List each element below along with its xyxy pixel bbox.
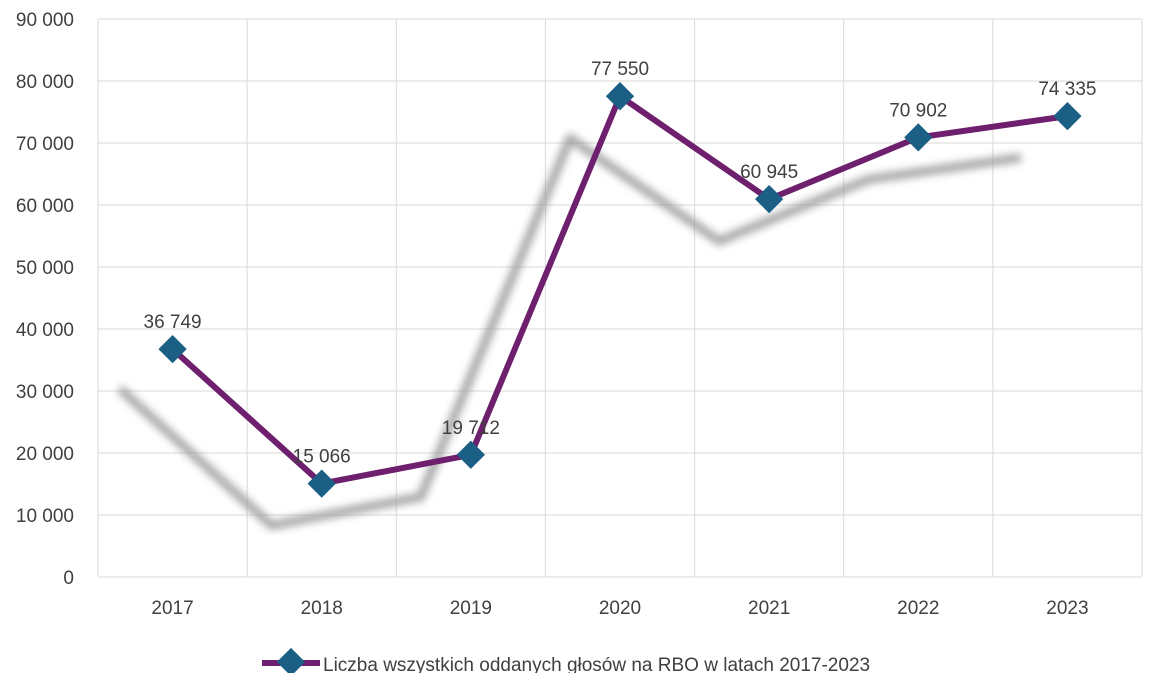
x-tick-label: 2023: [1046, 598, 1088, 619]
legend: Liczba wszystkich oddanych głosów na RBO…: [262, 647, 870, 673]
series: [158, 82, 1082, 498]
y-tick-label: 80 000: [16, 72, 74, 93]
series-shadow-line: [118, 133, 1022, 531]
x-tick-label: 2018: [301, 598, 343, 619]
x-axis: 2017 2018 2019 2020 2021 2022 2023: [151, 598, 1088, 619]
data-point-marker: [307, 469, 336, 498]
y-axis: 0 10 000 20 000 30 000 40 000 50 000 60 000 70 …: [16, 10, 74, 589]
y-tick-label: 20 000: [16, 444, 74, 465]
y-tick-label: 50 000: [16, 258, 74, 279]
series-shadow: [118, 133, 1022, 531]
x-tick-label: 2021: [748, 598, 790, 619]
legend-entry: Liczba wszystkich oddanych głosów na RBO…: [323, 655, 870, 673]
data-labels: 36 749 15 066 19 712 77 550 60 945 70 902 74 3…: [144, 59, 1097, 467]
data-label: 74 335: [1038, 79, 1096, 100]
series-line: [170, 93, 1068, 487]
data-point-marker: [755, 184, 784, 214]
y-tick-label: 70 000: [16, 134, 74, 155]
data-point-marker: [456, 440, 485, 469]
y-tick-label: 40 000: [16, 320, 74, 341]
data-label: 77 550: [591, 59, 649, 80]
gridlines: [97, 18, 1143, 578]
data-label: 70 902: [889, 100, 947, 121]
y-tick-label: 0: [63, 568, 74, 589]
y-tick-label: 90 000: [16, 10, 74, 31]
data-point-marker: [1053, 101, 1082, 131]
data-label: 60 945: [740, 162, 798, 183]
data-label: 19 712: [442, 418, 500, 439]
data-point-marker: [904, 123, 933, 152]
x-tick-label: 2022: [897, 598, 939, 619]
data-label: 36 749: [144, 312, 202, 333]
data-label: 15 066: [293, 447, 351, 468]
y-tick-label: 30 000: [16, 382, 74, 403]
y-tick-label: 60 000: [16, 196, 74, 217]
data-point-marker: [605, 82, 635, 111]
x-tick-label: 2019: [450, 598, 492, 619]
x-tick-label: 2017: [151, 598, 193, 619]
legend-marker-swatch: [276, 647, 306, 673]
y-tick-label: 10 000: [16, 506, 74, 527]
x-tick-label: 2020: [599, 598, 641, 619]
